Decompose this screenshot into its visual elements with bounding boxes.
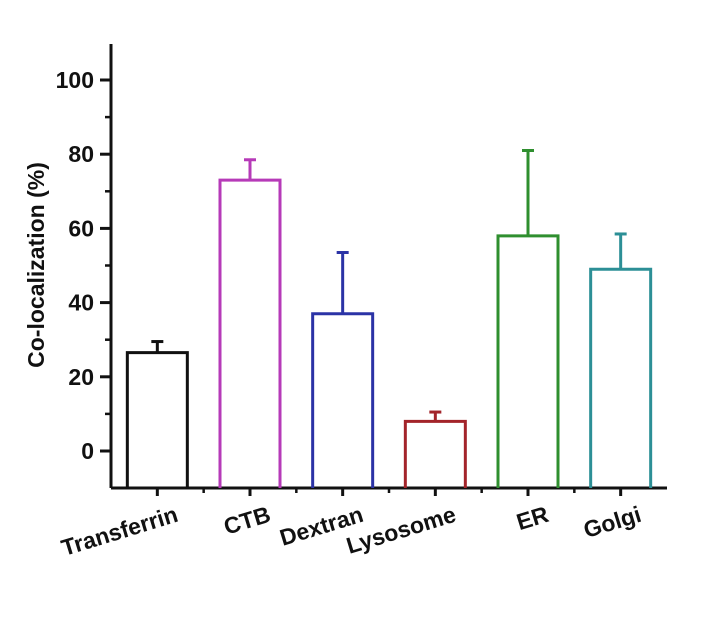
bars <box>125 178 653 488</box>
error-bars <box>151 148 627 422</box>
category-label-golgi: Golgi <box>580 501 644 543</box>
y-tick-label-0: 0 <box>81 438 94 464</box>
axes <box>109 44 667 490</box>
category-label-er: ER <box>513 501 552 535</box>
bar-er <box>496 234 560 488</box>
category-label-transferrin: Transferrin <box>58 501 181 561</box>
bar-transferrin <box>125 351 189 488</box>
bar-ctb <box>218 178 282 488</box>
bar-lysosome <box>403 419 467 488</box>
bar-golgi <box>589 267 653 488</box>
bar-dextran <box>311 312 375 488</box>
y-tick-label-100: 100 <box>56 67 94 93</box>
y-ticks: 0 20 40 60 80 100 <box>56 67 111 464</box>
y-tick-label-60: 60 <box>68 215 94 241</box>
y-tick-label-80: 80 <box>68 141 94 167</box>
y-tick-label-40: 40 <box>68 290 94 316</box>
category-label-ctb: CTB <box>221 501 274 540</box>
y-tick-label-20: 20 <box>68 364 94 390</box>
y-axis-title: Co-localization (%) <box>23 162 49 368</box>
x-ticks <box>155 488 623 496</box>
